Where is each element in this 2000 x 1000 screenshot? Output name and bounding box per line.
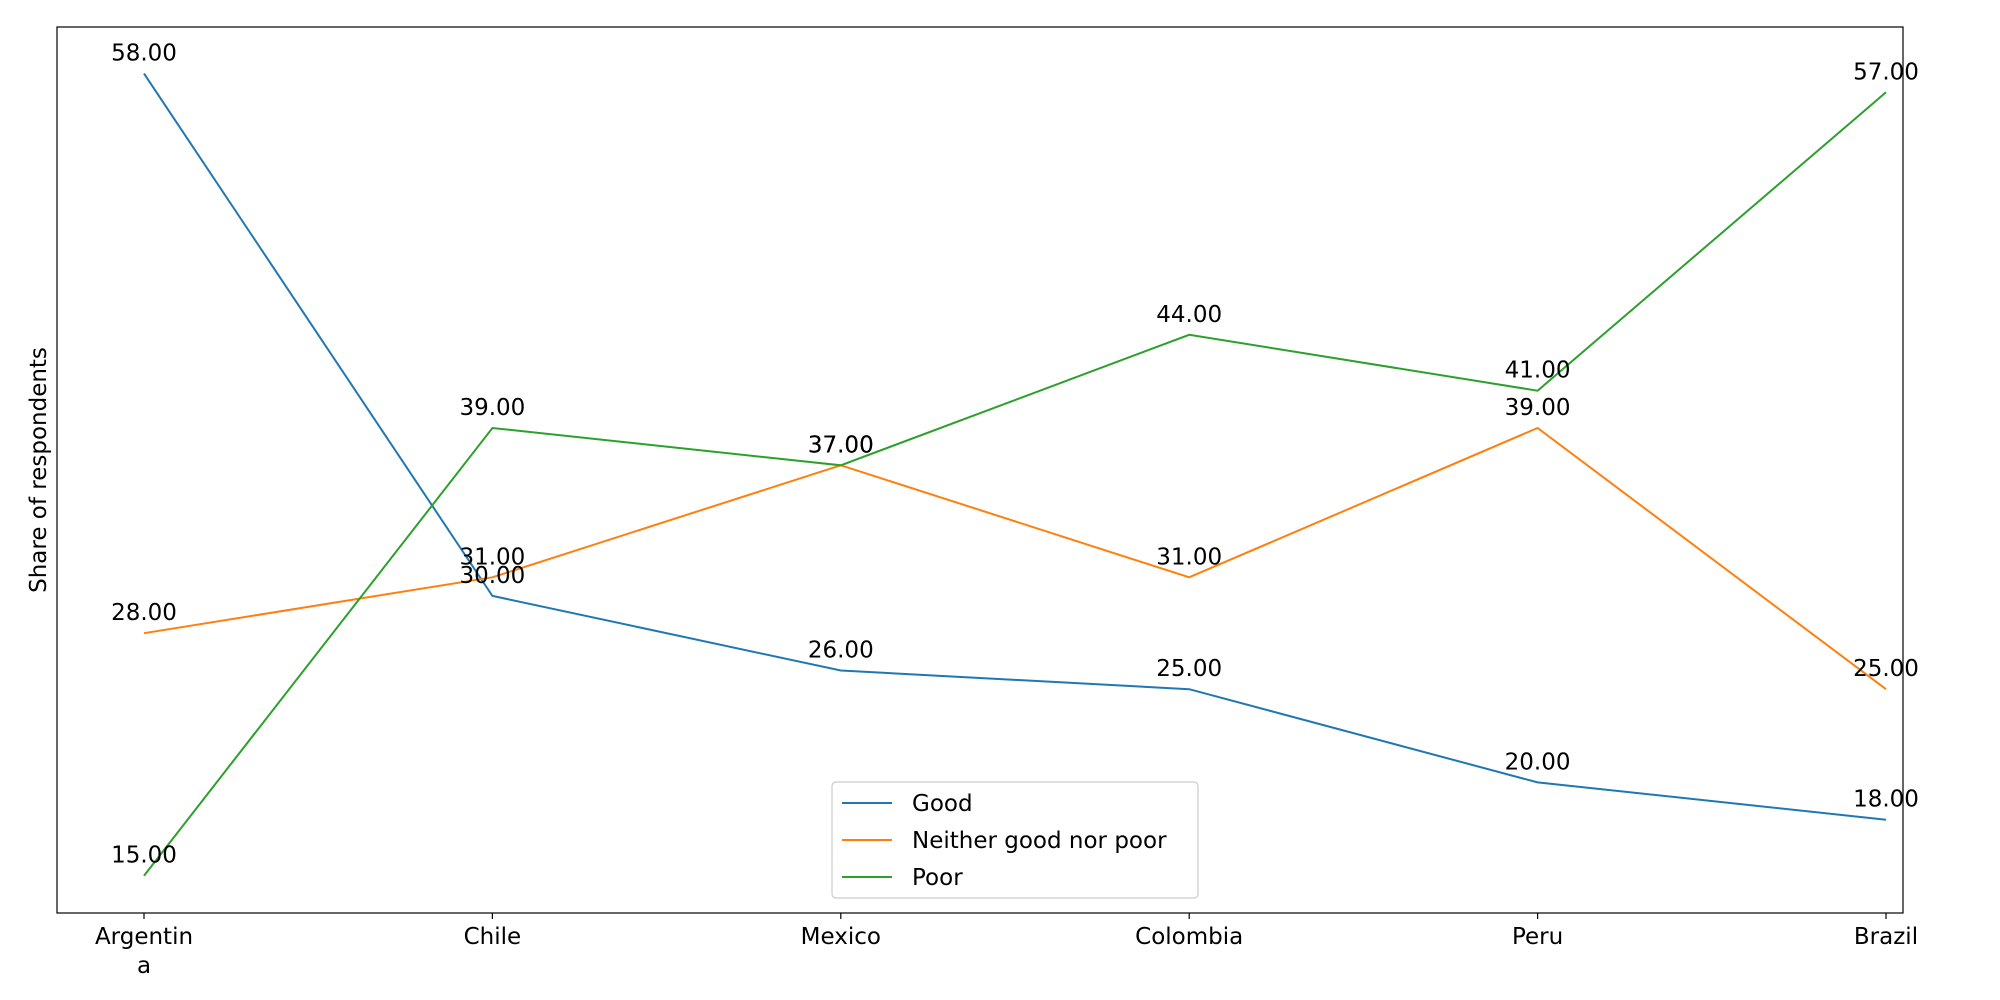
series-line-2 <box>143 91 1887 877</box>
data-label: 25.00 <box>1853 656 1919 682</box>
legend: Good Neither good nor poor Poor <box>831 781 1199 899</box>
data-label: 57.00 <box>1853 59 1919 85</box>
data-label: 31.00 <box>459 544 525 570</box>
legend-label: Poor <box>912 865 963 891</box>
legend-label: Neither good nor poor <box>912 828 1167 854</box>
x-tick-label: Peru <box>1512 924 1563 950</box>
data-label: 44.00 <box>1156 302 1222 328</box>
data-label: 26.00 <box>808 638 874 664</box>
data-label: 41.00 <box>1505 358 1571 384</box>
data-label: 25.00 <box>1156 656 1222 682</box>
data-label-layer: 58.00 30.00 26.00 25.00 20.00 18.00 28.00 31.00… <box>111 41 1919 869</box>
x-tick-label: Mexico <box>801 924 881 950</box>
x-tick-label: Argentin <box>95 924 193 950</box>
data-label: 37.00 <box>808 432 874 458</box>
plot-area <box>56 26 1904 914</box>
data-label: 20.00 <box>1505 749 1571 775</box>
data-label: 39.00 <box>1505 395 1571 421</box>
legend-box <box>831 781 1199 899</box>
data-label: 31.00 <box>1156 544 1222 570</box>
x-tick-label: Colombia <box>1135 924 1243 950</box>
y-axis-label: Share of respondents <box>26 347 52 593</box>
data-label: 39.00 <box>459 395 525 421</box>
data-label: 58.00 <box>111 41 177 67</box>
data-label: 18.00 <box>1853 787 1919 813</box>
x-tick-label: Brazil <box>1854 924 1918 950</box>
data-label: 28.00 <box>111 600 177 626</box>
series-line-1 <box>143 426 1887 691</box>
data-label: 37.00 <box>808 432 874 458</box>
x-tick-label: Chile <box>464 924 522 950</box>
series-line-0 <box>143 73 1887 821</box>
data-label: 15.00 <box>111 843 177 869</box>
x-tick-label: a <box>137 953 151 979</box>
data-label: 30.00 <box>459 563 525 589</box>
x-axis: Argentin a Chile Mexico Colombia Peru Brazil <box>95 913 1918 979</box>
series-layer <box>143 73 1887 877</box>
legend-label: Good <box>912 791 973 817</box>
